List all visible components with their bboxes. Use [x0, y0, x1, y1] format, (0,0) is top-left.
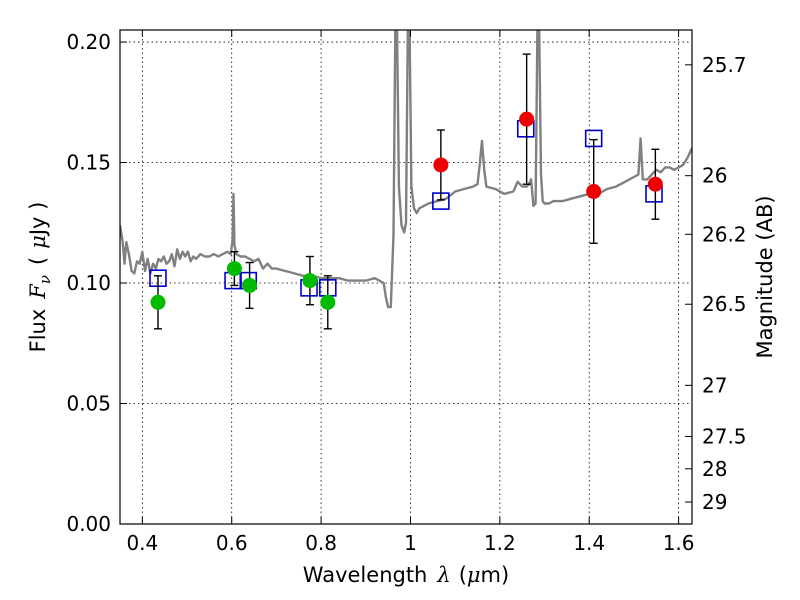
- y-axis-label: Flux Fν ( μJy ): [26, 202, 54, 353]
- x-tick-label: 1.4: [573, 531, 605, 555]
- ticks: [120, 30, 692, 525]
- x-tick-label: 0.8: [305, 531, 337, 555]
- y-tick-label: 0.10: [66, 271, 111, 295]
- optical-point: [226, 261, 242, 277]
- y2-tick-label: 28: [702, 457, 727, 481]
- y2-tick-label: 29: [702, 490, 727, 514]
- data-points: [150, 111, 663, 310]
- optical-point: [242, 277, 258, 293]
- optical-point: [302, 273, 318, 289]
- y-axis-symbol: F: [26, 283, 50, 300]
- y2-tick-label: 27: [702, 373, 727, 397]
- x-tick-label: 1.6: [663, 531, 695, 555]
- x-tick-label: 0.4: [126, 531, 158, 555]
- x-tick-label: 1.2: [484, 531, 516, 555]
- y-tick-label: 0.00: [66, 512, 111, 536]
- plot-area: [120, 30, 692, 330]
- x-axis-label: Wavelength λ (μm): [303, 563, 509, 587]
- infrared-point: [433, 157, 449, 173]
- plot-frame: [119, 29, 693, 525]
- y2-tick-label: 27.5: [702, 425, 747, 449]
- y-axis-unit-open: (: [26, 257, 50, 265]
- infrared-point: [647, 176, 663, 192]
- error-bars: [153, 53, 660, 330]
- y-axis-unit-mu: μ: [26, 235, 50, 249]
- y-tick-label: 0.05: [66, 392, 111, 416]
- y-tick-label: 0.20: [66, 30, 111, 54]
- y2-tick-label: 25.7: [702, 53, 747, 77]
- y-axis-label-text: Flux: [26, 309, 50, 353]
- y-axis-unit-rest: Jy ): [26, 202, 50, 238]
- y2-tick-label: 26: [702, 164, 727, 188]
- optical-point: [320, 294, 336, 310]
- infrared-point: [519, 111, 535, 127]
- x-axis-unit-mu: μ: [467, 563, 481, 587]
- x-axis-symbol: λ: [436, 563, 450, 587]
- infrared-point: [586, 183, 602, 199]
- x-tick-label: 1: [404, 531, 417, 555]
- y2-tick-label: 26.2: [702, 222, 747, 246]
- y-axis-subscript: ν: [36, 275, 54, 284]
- x-axis-unit-rest: m): [481, 563, 510, 587]
- optical-point: [150, 294, 166, 310]
- y2-axis-label: Magnitude (AB): [753, 195, 777, 358]
- tick-labels: 0.4 0.6 0.8 1 1.2 1.4 1.6 0.00 0.05 0.10 0.15 0.20 2…: [66, 30, 746, 555]
- y2-tick-label: 26.5: [702, 292, 747, 316]
- y-tick-label: 0.15: [66, 151, 111, 175]
- x-axis-unit-open: (: [459, 563, 467, 587]
- spectrum-line: [120, 30, 692, 309]
- x-axis-label-text: Wavelength: [303, 563, 428, 587]
- x-tick-label: 0.6: [216, 531, 248, 555]
